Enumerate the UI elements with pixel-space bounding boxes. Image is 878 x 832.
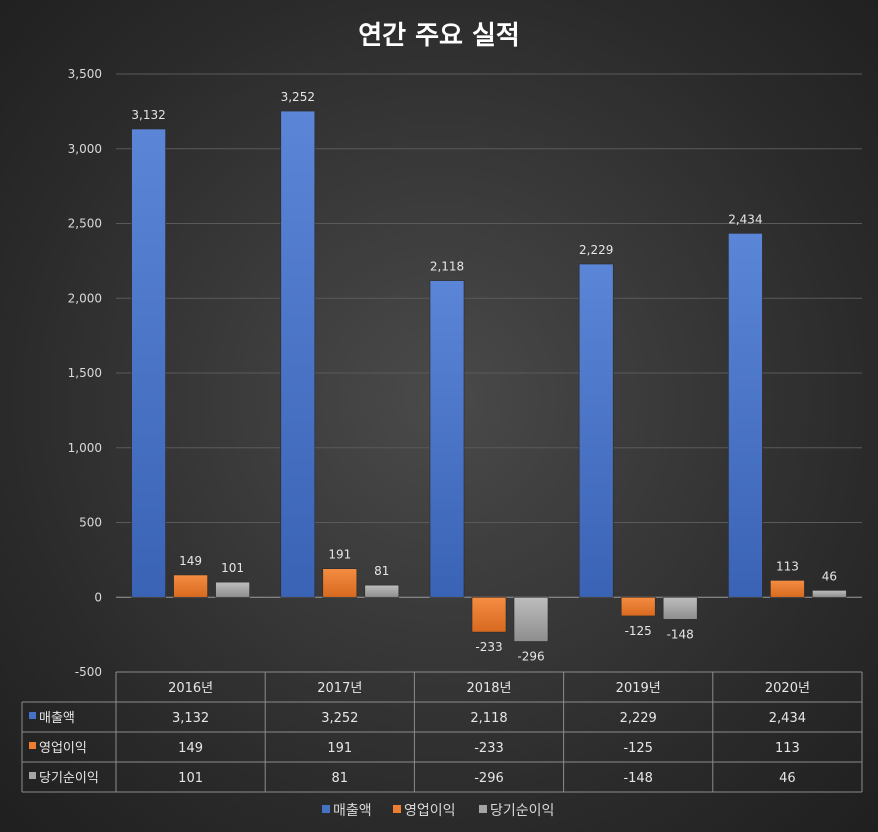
- y-tick-label: 500: [79, 516, 102, 530]
- data-label-sales: 2,118: [430, 260, 464, 274]
- table-cell: 2,434: [769, 711, 806, 726]
- table-row-label: 당기순이익: [39, 771, 99, 786]
- bar-sales: [728, 233, 763, 598]
- data-label-operating-profit: -233: [475, 640, 502, 654]
- bar-net-income: [812, 590, 847, 598]
- bar-net-income: [513, 596, 549, 642]
- y-tick-label: 1,500: [68, 366, 102, 380]
- table-header-category: 2016년: [168, 681, 213, 696]
- y-axis-ticks: 3,500 3,000 2,500 2,000 1,500 1,000 500 0 -500: [68, 67, 102, 679]
- table-cell: 2,229: [620, 711, 657, 726]
- bar-operating-profit: [620, 596, 656, 617]
- bar-operating-profit: [770, 580, 805, 598]
- table-cell: 3,252: [321, 711, 358, 726]
- chart-title: 연간 주요 실적: [358, 21, 520, 51]
- table-cell: 149: [178, 741, 203, 756]
- bar-net-income: [215, 581, 250, 598]
- y-tick-label: 2,500: [68, 217, 102, 231]
- data-label-operating-profit: 113: [776, 559, 799, 573]
- table-cell: -296: [474, 771, 504, 786]
- data-label-sales: 3,252: [281, 90, 315, 104]
- data-label-operating-profit: -125: [625, 624, 652, 638]
- y-tick-label: 0: [94, 590, 102, 604]
- data-label-net-income: 81: [374, 564, 389, 578]
- bar-operating-profit: [173, 574, 208, 598]
- table-cell: 113: [775, 741, 800, 756]
- legend-key-sales: [322, 805, 330, 813]
- table-cell: 46: [779, 771, 796, 786]
- data-label-operating-profit: 191: [328, 548, 351, 562]
- table-header-category: 2020년: [765, 681, 810, 696]
- table-cell: 81: [332, 771, 349, 786]
- table-cell: 101: [178, 771, 203, 786]
- table-row-label: 영업이익: [39, 741, 87, 756]
- legend-key-operating-profit: [393, 805, 401, 813]
- bar-operating-profit: [322, 568, 358, 598]
- data-label-net-income: -148: [667, 627, 694, 641]
- table-row-label: 매출액: [39, 711, 75, 726]
- table-header-category: 2019년: [616, 681, 661, 696]
- legend-key-net-income: [479, 805, 487, 813]
- y-tick-label: 3,500: [68, 67, 102, 81]
- bars: [131, 110, 847, 642]
- y-tick-label: 1,000: [68, 441, 102, 455]
- data-label-net-income: -296: [517, 650, 544, 664]
- bar-net-income: [364, 584, 400, 598]
- bar-net-income: [662, 596, 698, 620]
- y-tick-label: 3,000: [68, 142, 102, 156]
- bar-sales: [280, 110, 316, 598]
- table-legend-key-operating-profit: [29, 742, 36, 749]
- y-tick-label: -500: [75, 665, 102, 679]
- data-label-sales: 2,434: [728, 212, 762, 226]
- table-header-category: 2017년: [317, 681, 362, 696]
- legend-label-operating-profit: 영업이익: [404, 803, 456, 819]
- table-legend-key-net-income: [29, 772, 36, 779]
- data-label-sales: 2,229: [579, 243, 613, 257]
- bar-sales: [578, 263, 614, 598]
- y-tick-label: 2,000: [68, 291, 102, 305]
- bar-sales: [131, 128, 166, 598]
- data-label-sales: 3,132: [131, 108, 165, 122]
- table-cell: -125: [623, 741, 653, 756]
- bar-sales: [429, 280, 465, 598]
- data-labels: 3,132 149 101 3,252 191 81 2,118 -233 -296 2,229 -…: [131, 90, 837, 663]
- table-legend-key-sales: [29, 712, 36, 719]
- table-cell: 2,118: [470, 711, 507, 726]
- table-header-category: 2018년: [466, 681, 511, 696]
- data-label-net-income: 46: [822, 569, 837, 583]
- table-cell: 191: [327, 741, 352, 756]
- data-label-net-income: 101: [221, 561, 244, 575]
- legend-label-net-income: 당기순이익: [490, 803, 554, 819]
- data-label-operating-profit: 149: [179, 554, 202, 568]
- table-cell: 3,132: [172, 711, 209, 726]
- legend-label-sales: 매출액: [333, 803, 372, 819]
- table-cell: -148: [623, 771, 653, 786]
- legend: 매출액 영업이익 당기순이익: [322, 803, 554, 819]
- table-cell: -233: [474, 741, 504, 756]
- bar-operating-profit: [471, 596, 507, 633]
